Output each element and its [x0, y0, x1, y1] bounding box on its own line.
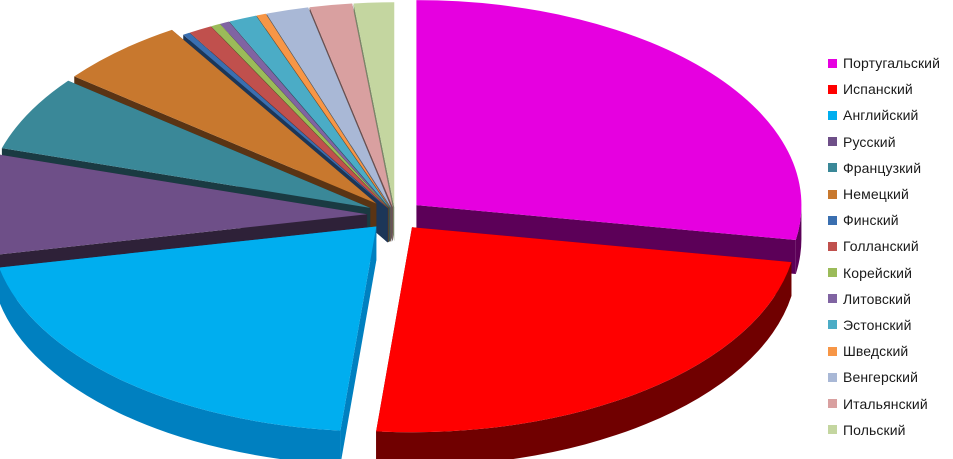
legend-swatch [828, 58, 837, 68]
legend-item: Финский [828, 207, 953, 233]
pie-slice-top [256, 13, 391, 208]
legend-item: Шведский [828, 338, 953, 364]
pie-slice-top [1, 80, 371, 208]
legend-label: Шведский [843, 343, 909, 360]
pie-slice-top [74, 29, 377, 204]
legend-label: Испанский [843, 81, 913, 98]
pie-slice-top [353, 2, 395, 208]
pie-slice-top [0, 154, 368, 255]
legend-label: Корейский [843, 264, 912, 281]
legend-item: Немецкий [828, 181, 953, 207]
legend-swatch [828, 215, 837, 225]
legend-item: Итальянский [828, 390, 953, 416]
legend-swatch [828, 425, 837, 435]
legend-item: Голланский [828, 233, 953, 259]
legend-item: Русский [828, 129, 953, 155]
legend-swatch [828, 294, 837, 304]
pie-slice-top [220, 21, 390, 209]
legend-swatch [828, 163, 837, 173]
pie-slice-wall [376, 262, 792, 459]
pie-slice-top [309, 3, 393, 208]
legend-label: Эстонский [843, 316, 912, 333]
pie-slice-wall [795, 205, 802, 274]
legend-label: Польский [843, 421, 906, 438]
pie-slice-side [340, 226, 377, 459]
legend-label: Венгерский [843, 369, 918, 386]
legend-item: Корейский [828, 260, 953, 286]
legend-swatch [828, 346, 837, 356]
pie-slice-top [229, 15, 390, 208]
legend-item: Португальский [828, 50, 953, 76]
pie-slice-top [376, 227, 792, 433]
legend-item: Английский [828, 102, 953, 128]
pie-slice-top [211, 23, 389, 209]
legend-item: Испанский [828, 76, 953, 102]
legend-swatch [828, 189, 837, 199]
legend-swatch [828, 137, 837, 147]
legend-swatch [828, 110, 837, 120]
legend-swatch [828, 320, 837, 330]
pie-slice-top [0, 226, 377, 431]
legend-swatch [828, 268, 837, 278]
legend-label: Английский [843, 107, 919, 124]
legend-swatch [828, 399, 837, 409]
pie-slice [376, 227, 792, 459]
legend-swatch [828, 84, 837, 94]
legend-label: Голланский [843, 238, 919, 255]
legend-item: Литовский [828, 286, 953, 312]
pie-slice-top [189, 26, 389, 209]
pie-slice-top [183, 32, 388, 209]
pie-slice [416, 0, 802, 274]
legend-item: Польский [828, 417, 953, 443]
legend-label: Итальянский [843, 395, 928, 412]
pie-slice-top [266, 7, 392, 208]
legend-item: Эстонский [828, 312, 953, 338]
legend-label: Литовский [843, 290, 911, 307]
pie-slice-top [416, 0, 802, 240]
pie-slice [0, 226, 377, 459]
legend-item: Французкий [828, 155, 953, 181]
legend-swatch [828, 241, 837, 251]
legend-swatch [828, 372, 837, 382]
legend-label: Финский [843, 212, 899, 229]
legend-item: Венгерский [828, 364, 953, 390]
legend-label: Португальский [843, 55, 941, 72]
legend-label: Русский [843, 133, 896, 150]
pie-slice-wall [0, 269, 341, 459]
legend-label: Немецкий [843, 186, 909, 203]
legend-label: Французкий [843, 159, 922, 176]
chart-legend: Португальский Испанский Английский Русский Ф… [828, 50, 953, 443]
